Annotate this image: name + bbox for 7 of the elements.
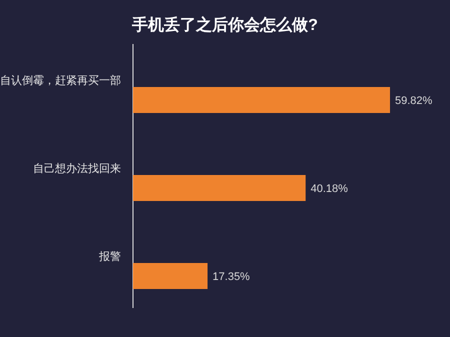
y-tick-label: 报警 — [98, 251, 121, 263]
y-tick-label: 自己想办法找回来 — [33, 162, 121, 175]
data-label: 17.35% — [212, 271, 250, 283]
data-label: 40.18% — [310, 183, 348, 195]
data-label: 59.82% — [395, 95, 433, 107]
y-tick-label: 自认倒霉，赶紧再买一部 — [0, 74, 121, 87]
chart-title: 手机丢了之后你会怎么做? — [131, 16, 318, 34]
